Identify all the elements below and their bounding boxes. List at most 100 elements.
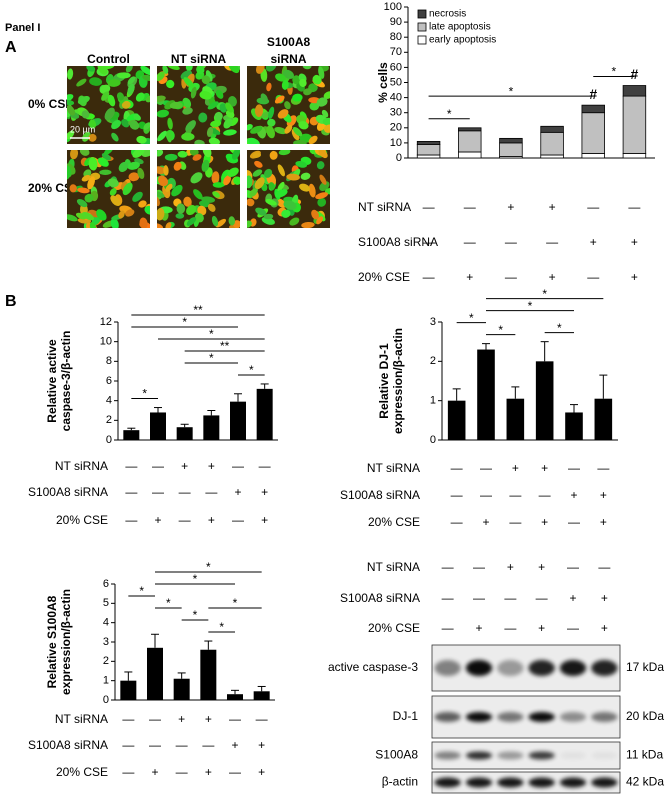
- cell: [323, 91, 330, 99]
- cell: [260, 93, 268, 103]
- cell: [212, 191, 220, 198]
- y-tick-label: 30: [390, 107, 402, 119]
- cell: [199, 91, 212, 100]
- condition-value: —: [451, 461, 463, 475]
- cell: [67, 214, 78, 222]
- significance: *: [193, 608, 198, 622]
- y-tick-label: 40: [390, 92, 402, 104]
- error-bar: [511, 386, 520, 399]
- cell: [282, 69, 294, 79]
- cell: [208, 137, 220, 144]
- cell: [186, 217, 197, 226]
- bar: [506, 398, 525, 440]
- cell: [157, 71, 165, 81]
- significance: *: [557, 321, 562, 335]
- cell: [67, 68, 74, 80]
- blot-band: [434, 751, 461, 760]
- cell: [292, 93, 303, 102]
- cell: [89, 119, 97, 129]
- condition-value: +: [205, 765, 212, 779]
- cell: [312, 74, 322, 85]
- condition-label: 20% CSE: [368, 621, 420, 635]
- condition-value: —: [597, 461, 609, 475]
- y-tick-label: 6: [106, 375, 112, 387]
- blot-band: [528, 777, 555, 788]
- condition-label: S100A8 siRNA: [28, 485, 108, 499]
- condition-value: +: [475, 621, 482, 635]
- cell: [185, 66, 193, 72]
- cell: [107, 94, 116, 107]
- condition-value: +: [208, 513, 215, 527]
- condition-value: —: [509, 488, 521, 502]
- bar: [150, 412, 166, 440]
- bar-segment: [581, 104, 605, 114]
- cell: [316, 161, 325, 170]
- significance: *: [528, 299, 533, 313]
- cell: [265, 199, 277, 206]
- bar-segment: [540, 125, 564, 133]
- cell: [311, 209, 319, 220]
- condition-value: —: [149, 712, 161, 726]
- column-label: siRNA: [270, 52, 306, 66]
- blot-band: [465, 777, 493, 788]
- cell: [261, 111, 271, 119]
- cell: [169, 101, 183, 109]
- condition-label: 20% CSE: [358, 270, 410, 284]
- condition-label: S100A8 siRNA: [340, 591, 420, 605]
- cell: [318, 66, 325, 79]
- condition-value: +: [258, 738, 265, 752]
- cell: [83, 169, 92, 178]
- y-tick-label: 80: [390, 31, 402, 43]
- column-label: NT siRNA: [171, 52, 227, 66]
- cell: [88, 157, 98, 171]
- cell: [173, 161, 182, 171]
- cell: [224, 66, 232, 71]
- error-bar: [151, 633, 159, 648]
- cell: [67, 165, 71, 180]
- cell: [69, 184, 77, 193]
- cell: [81, 110, 90, 119]
- bar: [173, 678, 190, 700]
- bar: [594, 398, 613, 440]
- y-axis-label: % cells: [376, 62, 390, 103]
- bar-segment: [416, 140, 441, 145]
- cell: [321, 109, 329, 118]
- cell: [127, 83, 135, 95]
- cell: [194, 213, 204, 223]
- cell: [183, 196, 192, 207]
- bar: [120, 680, 137, 700]
- cell: [268, 182, 275, 191]
- condition-value: —: [176, 765, 188, 779]
- cell: [265, 66, 277, 72]
- cell: [198, 112, 208, 123]
- micrograph-image: [247, 150, 330, 228]
- cell: [111, 132, 119, 142]
- y-tick-label: 60: [390, 61, 402, 73]
- cell: [315, 192, 328, 200]
- condition-value: +: [601, 591, 608, 605]
- y-tick-label: 50: [390, 76, 402, 88]
- cell: [223, 118, 233, 129]
- cell: [323, 124, 330, 133]
- condition-value: +: [208, 459, 215, 473]
- bar-segment: [622, 85, 647, 97]
- band-label: active caspase-3: [328, 660, 418, 674]
- cell: [77, 187, 90, 194]
- condition-value: +: [538, 560, 545, 574]
- condition-value: +: [569, 591, 576, 605]
- cell: [215, 218, 227, 228]
- condition-label: NT siRNA: [358, 200, 411, 214]
- cell: [189, 150, 199, 156]
- condition-value: —: [152, 459, 164, 473]
- cell: [76, 198, 88, 208]
- cell: [125, 66, 133, 73]
- condition-value: +: [631, 270, 638, 284]
- cell: [196, 66, 205, 75]
- y-tick-label: 0: [396, 152, 402, 164]
- cell: [181, 132, 195, 141]
- cell: [182, 97, 192, 109]
- bar-annotation: #: [589, 86, 597, 102]
- cell: [136, 135, 147, 144]
- significance: *: [142, 387, 147, 401]
